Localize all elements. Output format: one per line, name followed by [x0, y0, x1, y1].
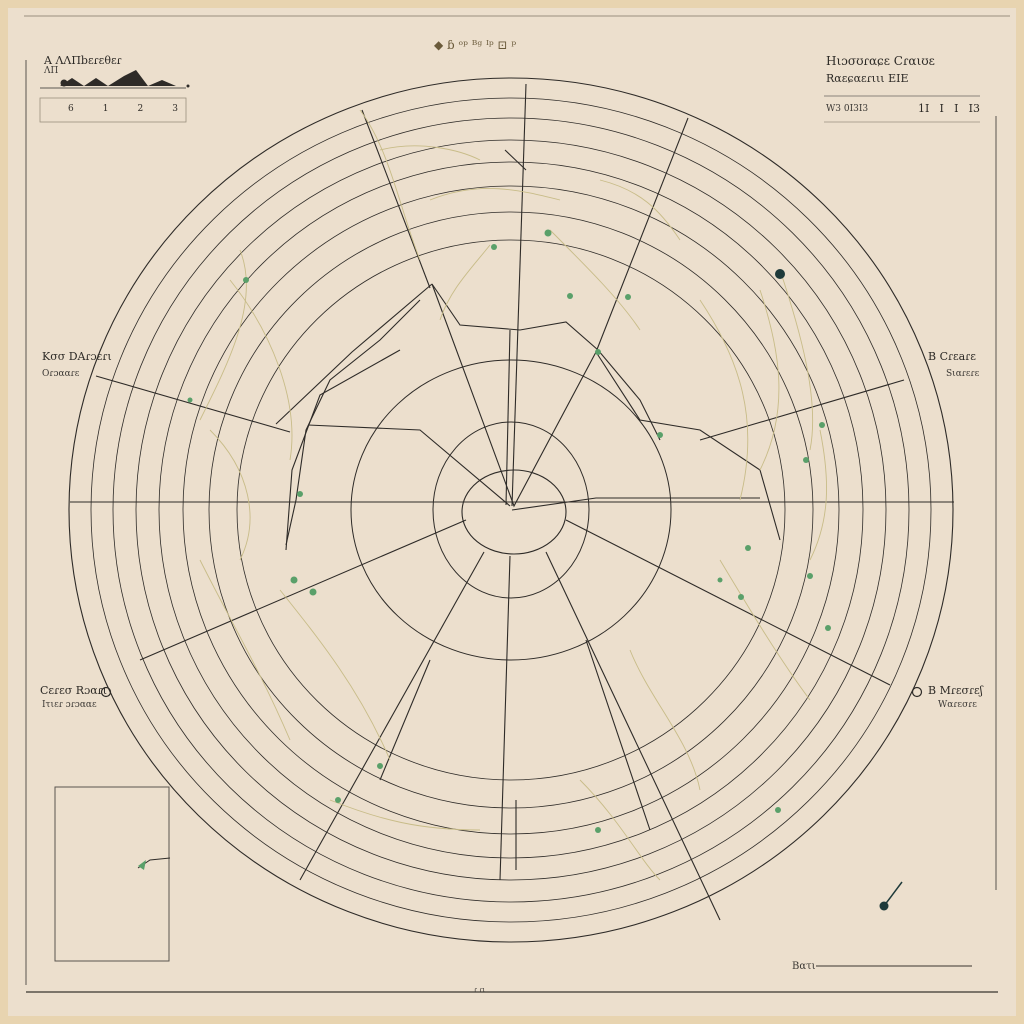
spoke-bottom	[499, 555, 511, 881]
spoke-bottom-right-inner	[585, 639, 651, 831]
legend-value: Ι	[939, 102, 944, 115]
marker-left	[100, 686, 112, 698]
marker-right	[911, 686, 923, 698]
spoke-top-left	[361, 109, 431, 289]
node	[309, 588, 317, 596]
label-low-right-title: Β Mɾɛσɾɛʃ	[928, 684, 983, 697]
left-wing-outer	[285, 299, 421, 546]
legend-value: Ι3	[968, 102, 980, 115]
spoke-left-up	[95, 375, 291, 433]
central-v	[431, 283, 597, 508]
node	[717, 577, 723, 583]
concentric-rings	[68, 77, 954, 943]
top-hook	[504, 149, 527, 171]
ring-middle	[432, 421, 590, 599]
left-wing	[275, 283, 433, 425]
legend-right-values: 1Ι Ι Ι Ι3	[918, 102, 980, 115]
ring-7	[135, 139, 887, 881]
legend-value: Ι	[954, 102, 959, 115]
node	[595, 827, 601, 833]
label-low-left-title: Cεɾɛσ Rɔαɾι	[40, 684, 107, 697]
node	[187, 397, 193, 403]
node	[290, 576, 298, 584]
nodes	[187, 229, 831, 833]
label-mid-left-title: Kσσ DΑɾɔɛɾι	[42, 350, 112, 363]
legend-right-row-label: W3 0Ι3Ι3	[826, 104, 869, 114]
legend-right-sub: Rαεɕαεɾιιι ΕΙΕ	[826, 72, 909, 85]
capillaries	[199, 109, 828, 881]
spoke-bottom-left-inner	[379, 659, 431, 781]
central-arc	[431, 283, 661, 441]
label-mid-left-sub: Oɾɔααɾε	[42, 369, 80, 379]
spokes	[95, 83, 905, 921]
right-branch	[511, 497, 760, 511]
node	[807, 573, 813, 579]
ring-core	[461, 469, 567, 555]
ring-3	[236, 239, 786, 781]
ring-8	[112, 117, 910, 903]
node	[567, 293, 573, 299]
node	[595, 349, 601, 355]
spoke-right-up	[699, 379, 905, 441]
legend-left-ticks: 6 1 2 3	[68, 104, 178, 114]
node	[657, 432, 663, 438]
node	[243, 277, 249, 283]
pointer-icon	[879, 881, 903, 911]
node	[775, 807, 781, 813]
central-structure	[275, 149, 781, 870]
scale-label: Βατι	[792, 961, 816, 972]
node	[297, 491, 303, 497]
spoke-left-low	[139, 519, 467, 661]
legend-tick: 2	[137, 104, 144, 114]
legend-right-title: Hιɔσʊɾαɕε Cɾαιʊɛ	[826, 54, 935, 68]
label-mid-right-sub: Sιαɾɛɾε	[946, 369, 980, 379]
left-branch	[307, 424, 511, 507]
node	[491, 244, 497, 250]
ring-9	[90, 97, 932, 923]
right-wing	[595, 351, 781, 541]
node	[335, 797, 341, 803]
ring-outer	[68, 77, 954, 943]
legend-left-title: A ΛΛΠbεɾεθεɾ	[44, 54, 122, 67]
ring-inner	[350, 359, 672, 661]
legend-top-left	[39, 70, 190, 123]
ring-6	[158, 161, 864, 859]
legend-top-right	[824, 95, 980, 123]
legend-tick: 1	[102, 104, 109, 114]
legend-left-sub: ΛΠ	[44, 66, 59, 76]
node	[544, 229, 552, 237]
legend-tick: 6	[68, 104, 74, 114]
header-center-text: ◆ ɓ ᵒᵖ ᴮᵍ ᴵᵖ ⊡ ᵖ	[434, 38, 517, 52]
spoke-top	[511, 83, 527, 507]
central-stem	[505, 329, 511, 506]
legend-tick: 3	[172, 104, 178, 114]
label-low-left-sub: Ιτιεɾ ɔɾɔααε	[42, 700, 97, 710]
ring-4	[208, 211, 814, 809]
node	[819, 422, 825, 428]
bottom-center-mark: ɾ ɾι	[474, 986, 486, 994]
label-mid-right-title: Β Cɾɛaɾɛ	[928, 350, 976, 363]
inset-box	[54, 786, 171, 962]
ring-5	[182, 185, 840, 835]
spoke-right-low	[565, 519, 891, 686]
spoke-bottom-right	[545, 551, 721, 921]
node	[803, 457, 809, 463]
node	[625, 294, 631, 300]
label-low-right-sub: Wαɾεσɾε	[938, 700, 977, 710]
legend-value: 1Ι	[918, 102, 930, 115]
node	[377, 763, 383, 769]
spoke-top-right	[595, 117, 689, 353]
spoke-bottom-left	[299, 551, 485, 881]
node	[738, 594, 744, 600]
node	[825, 625, 831, 631]
node	[745, 545, 751, 551]
node-dark	[775, 269, 785, 279]
